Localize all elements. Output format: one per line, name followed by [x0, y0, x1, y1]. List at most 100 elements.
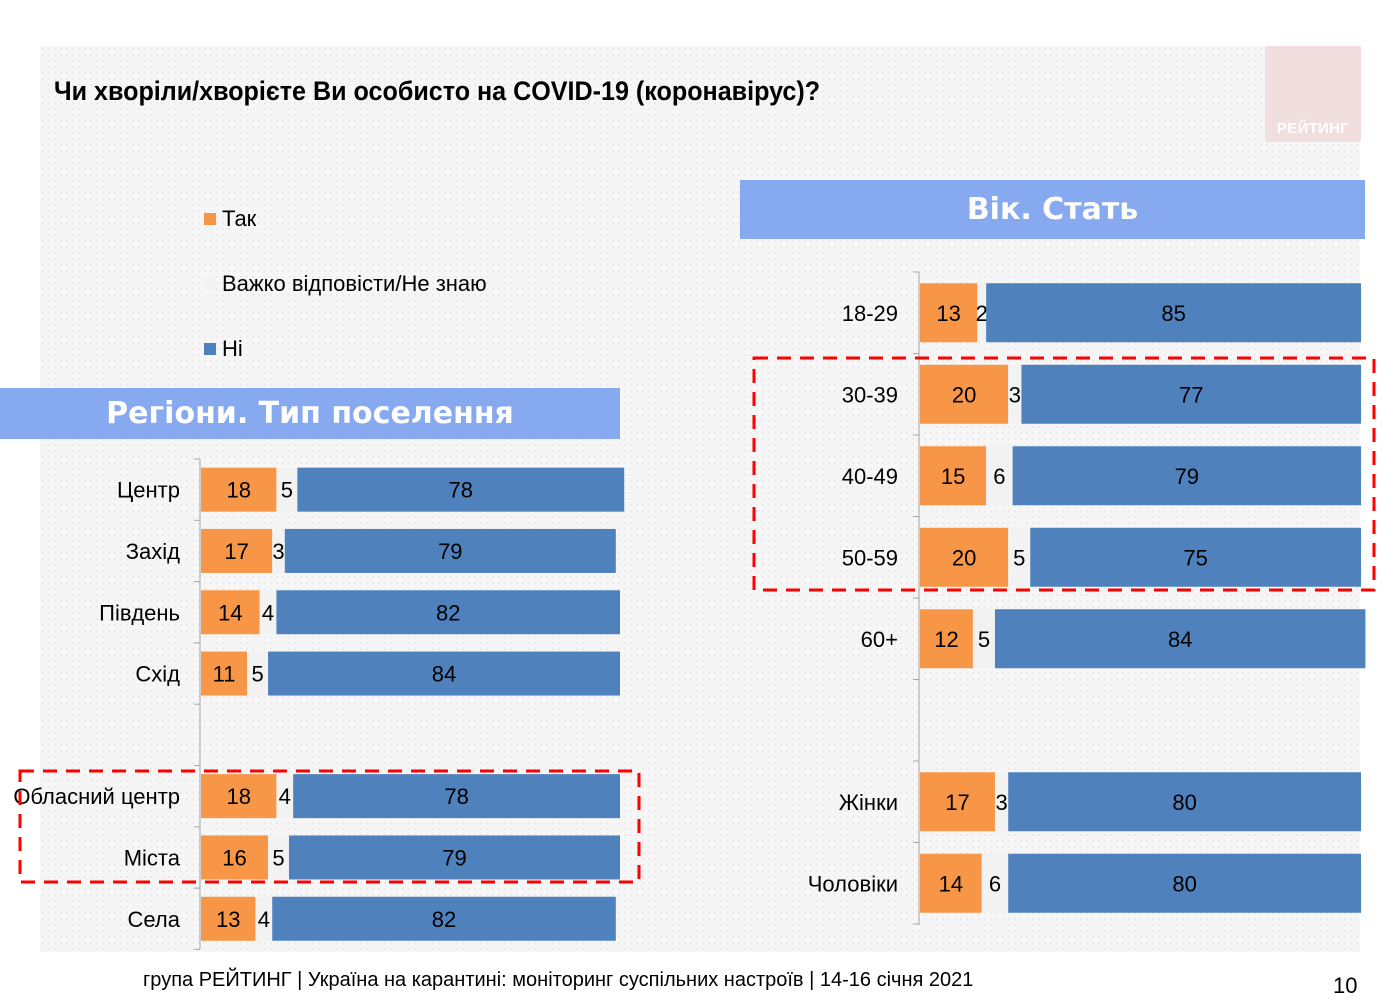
regions-bar-segment [201, 651, 248, 696]
regions-bar-segment [276, 467, 298, 512]
age-sex-bar-segment [994, 609, 1366, 669]
regions-data-label: 17 [224, 539, 248, 564]
regions-data-label: 84 [432, 662, 456, 687]
regions-data-label: 79 [442, 845, 466, 870]
age-sex-data-label: 15 [941, 464, 965, 489]
regions-bar-segment [201, 896, 256, 941]
age-sex-data-label: 6 [989, 871, 1001, 896]
age-sex-bar-segment [920, 609, 973, 669]
regions-data-label: 18 [226, 784, 250, 809]
footer-text: група РЕЙТИНГ | Україна на карантині: мо… [143, 969, 974, 991]
age-sex-data-label: 14 [939, 871, 963, 896]
regions-bar-segment [276, 774, 294, 819]
regions-bar-segment [284, 528, 616, 573]
age-sex-bar-segment [1021, 364, 1361, 424]
age-sex-data-label: 20 [952, 545, 976, 570]
regions-data-label: 4 [258, 907, 270, 932]
legend-swatch-yes [204, 213, 216, 225]
regions-bar-segment [259, 590, 277, 635]
regions-bar-segment [268, 651, 620, 696]
age-sex-data-label: 3 [995, 790, 1007, 815]
age-sex-bar-segment [1030, 527, 1361, 587]
regions-bar-segment [288, 835, 620, 880]
page-number: 10 [1333, 973, 1358, 998]
regions-bar-segment [201, 774, 277, 819]
age-sex-bar-segment [1008, 527, 1031, 587]
regions-bar-segment [293, 774, 620, 819]
regions-category-label: Міста [124, 845, 181, 870]
age-sex-data-label: 5 [978, 627, 990, 652]
logo-text: РЕЙТИНГ [1276, 120, 1350, 137]
age-sex-data-label: 5 [1013, 545, 1025, 570]
regions-data-label: 79 [438, 539, 462, 564]
regions-category-label: Захід [126, 539, 180, 564]
legend-swatch-no [204, 343, 216, 355]
regions-bar-segment [247, 651, 269, 696]
age-sex-section-banner: Вік. Стать [740, 180, 1365, 239]
regions-bar-segment [201, 590, 260, 635]
legend-item-dont-know: Важко відповісти/Не знаю [204, 271, 487, 297]
legend-label-dont-know: Важко відповісти/Не знаю [222, 271, 487, 296]
regions-data-label: 78 [444, 784, 468, 809]
regions-bar-segment [255, 896, 273, 941]
age-sex-bar-segment [920, 853, 982, 913]
age-sex-bar-segment [986, 446, 1013, 506]
age-sex-data-label: 12 [934, 627, 958, 652]
age-sex-data-label: 17 [945, 790, 969, 815]
legend-label-no: Ні [222, 336, 243, 361]
age-sex-data-label: 75 [1183, 545, 1207, 570]
regions-bar-segment [276, 590, 620, 635]
age-sex-data-label: 2 [976, 301, 988, 326]
age-sex-bar-segment [972, 609, 995, 669]
age-sex-bar-segment [977, 283, 987, 343]
age-sex-bar-segment [994, 772, 1009, 832]
regions-data-label: 11 [213, 662, 236, 687]
regions-category-label: Обласний центр [13, 784, 180, 809]
age-sex-bar-segment [920, 446, 987, 506]
age-sex-data-label: 85 [1161, 301, 1185, 326]
age-sex-data-label: 20 [952, 382, 976, 407]
age-sex-data-label: 13 [936, 301, 960, 326]
regions-bar-segment [201, 467, 277, 512]
regions-section-banner: Регіони. Тип поселення [0, 388, 620, 439]
age-sex-category-label: Жінки [839, 790, 898, 815]
age-sex-category-label: 60+ [861, 627, 898, 652]
age-sex-bar-segment [1008, 364, 1022, 424]
regions-bar-segment [201, 528, 273, 573]
regions-data-label: 3 [272, 539, 284, 564]
age-sex-data-label: 84 [1168, 627, 1192, 652]
page-title: Чи хворіли/хворієте Ви особисто на COVID… [54, 76, 821, 106]
age-sex-category-label: 50-59 [842, 545, 898, 570]
age-sex-data-label: 6 [993, 464, 1005, 489]
rating-logo: РЕЙТИНГ [1265, 46, 1361, 142]
age-sex-category-label: 18-29 [842, 301, 898, 326]
regions-data-label: 82 [432, 907, 456, 932]
age-sex-bar-segment [986, 283, 1361, 343]
age-sex-bar-segment [920, 772, 995, 832]
age-sex-bar-segment [981, 853, 1009, 913]
legend-item-yes: Так [204, 206, 256, 232]
age-sex-bar-segment [920, 527, 1009, 587]
regions-data-label: 5 [281, 478, 293, 503]
age-sex-category-label: 30-39 [842, 382, 898, 407]
regions-data-label: 78 [449, 478, 473, 503]
age-sex-data-label: 79 [1175, 464, 1199, 489]
regions-bar-segment [272, 896, 616, 941]
age-sex-bar-segment [1008, 772, 1361, 832]
regions-data-label: 4 [279, 784, 291, 809]
legend-item-no: Ні [204, 336, 243, 362]
regions-bar-segment [268, 835, 289, 880]
regions-highlight-frame [18, 769, 641, 884]
regions-category-label: Центр [117, 478, 180, 503]
age-sex-bar-segment [920, 364, 1009, 424]
regions-data-label: 5 [272, 845, 284, 870]
regions-bar-segment [201, 835, 269, 880]
age-sex-bar-segment [1008, 853, 1361, 913]
regions-data-label: 16 [222, 845, 246, 870]
regions-category-label: Села [128, 907, 181, 932]
regions-data-label: 4 [262, 600, 274, 625]
regions-data-label: 14 [218, 600, 242, 625]
age-sex-bar-segment [1012, 446, 1361, 506]
legend-swatch-dont-know [204, 278, 216, 290]
